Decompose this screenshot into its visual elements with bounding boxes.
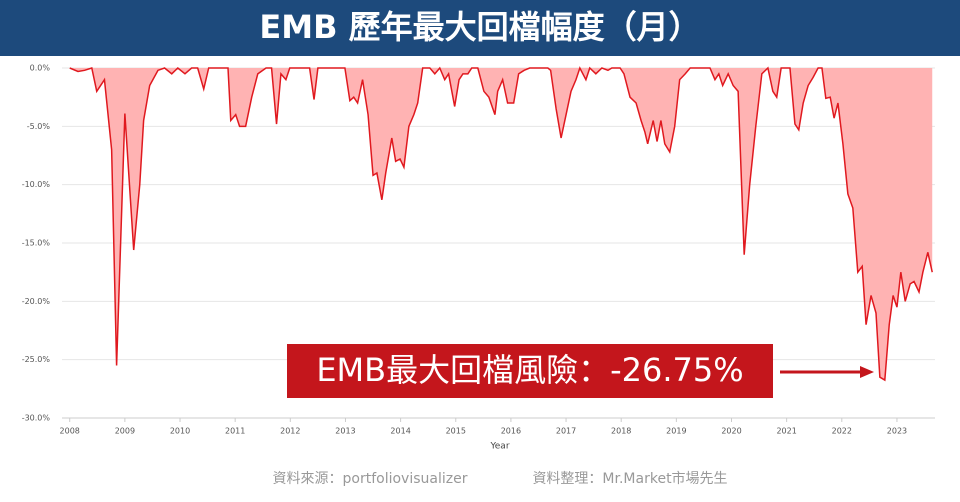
annotation-box bbox=[287, 344, 773, 398]
x-tick-label: 2016 bbox=[501, 427, 521, 436]
y-tick-label: -20.0% bbox=[22, 297, 51, 306]
y-tick-label: -10.0% bbox=[22, 180, 51, 189]
x-tick-label: 2008 bbox=[60, 427, 80, 436]
x-tick-label: 2013 bbox=[335, 427, 355, 436]
x-tick-label: 2018 bbox=[611, 427, 631, 436]
drawdown-line bbox=[69, 66, 933, 382]
y-tick-label: 0.0% bbox=[30, 64, 51, 73]
x-tick-label: 2019 bbox=[666, 427, 686, 436]
x-tick-label: 2012 bbox=[280, 427, 300, 436]
x-tick-label: 2011 bbox=[225, 427, 245, 436]
chart-title: EMB 歷年最大回檔幅度（月） bbox=[259, 8, 700, 46]
x-tick-label: 2020 bbox=[721, 427, 741, 436]
title-bar bbox=[0, 0, 960, 56]
y-tick-label: -25.0% bbox=[22, 355, 51, 364]
x-tick-label: 2022 bbox=[832, 427, 852, 436]
x-tick-label: 2021 bbox=[776, 427, 796, 436]
x-tick-label: 2017 bbox=[556, 427, 576, 436]
annotation: EMB最大回檔風險：-26.75% bbox=[316, 351, 743, 389]
x-tick-label: 2015 bbox=[446, 427, 466, 436]
x-axis-label: Year bbox=[489, 442, 509, 452]
x-tick-label: 2023 bbox=[887, 427, 907, 436]
area-fill bbox=[69, 68, 933, 381]
x-tick-label: 2014 bbox=[390, 427, 410, 436]
x-tick-label: 2010 bbox=[170, 427, 190, 436]
credit-note: 資料整理：Mr.Market市場先生 bbox=[532, 470, 727, 487]
x-tick-label: 2009 bbox=[115, 427, 135, 436]
plot: 0.0% -5.0% -10.0% -15.0% -20.0% -25.0% -30.0% 2… bbox=[22, 64, 935, 436]
y-tick-label: -5.0% bbox=[27, 122, 51, 131]
y-tick-label: -30.0% bbox=[22, 414, 51, 423]
arrow-head bbox=[860, 366, 874, 378]
source-note: 資料來源：portfoliovisualizer bbox=[273, 471, 468, 487]
y-tick-label: -15.0% bbox=[22, 239, 51, 248]
